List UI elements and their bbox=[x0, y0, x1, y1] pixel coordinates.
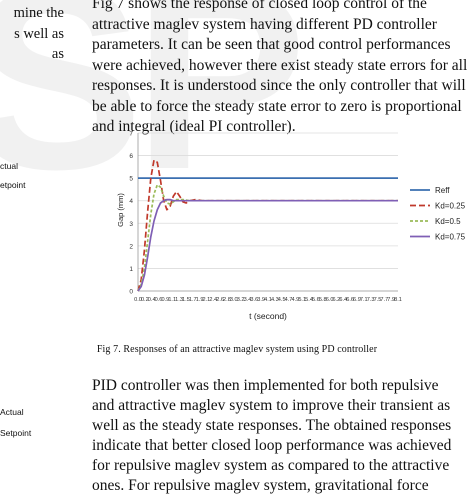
y-tick-label: 1 bbox=[129, 266, 133, 273]
x-tick-label: 2.1 bbox=[203, 297, 211, 303]
paragraph-line: indicate that better closed loop perform… bbox=[92, 437, 452, 454]
series-line-kd-0-75 bbox=[137, 198, 398, 292]
label-actual-top: ctual bbox=[0, 161, 18, 171]
x-tick-label: 6.2 bbox=[333, 297, 341, 303]
paragraph-line: responses. It is understood since the on… bbox=[92, 77, 466, 94]
x-tick-label: 7.3 bbox=[367, 297, 375, 303]
x-tick-label: 0.4 bbox=[148, 297, 156, 303]
x-tick-label: 2.8 bbox=[223, 297, 231, 303]
x-tick-label: 4.7 bbox=[285, 297, 293, 303]
paragraph-line: ones. For repulsive maglev system, gravi… bbox=[92, 477, 429, 494]
x-tick-label: 0.2 bbox=[141, 297, 149, 303]
paragraph-top: Fig 7 shows the response of closed loop … bbox=[92, 0, 474, 138]
left-line: s well as bbox=[14, 25, 64, 42]
x-tick-label: 1.7 bbox=[189, 297, 197, 303]
paragraph-line: for repulsive maglev system as compared … bbox=[92, 457, 450, 474]
y-tick-label: 7 bbox=[129, 131, 133, 138]
y-tick-label: 6 bbox=[129, 153, 133, 160]
x-tick-label: 3.0 bbox=[230, 297, 238, 303]
x-tick-label: 5.4 bbox=[305, 297, 313, 303]
x-tick-label: 8.1 bbox=[394, 297, 402, 303]
x-tick-label: 6.6 bbox=[346, 297, 354, 303]
paragraph-line: well as the steady state responses. The … bbox=[92, 417, 452, 434]
x-tick-label: 7.5 bbox=[374, 297, 382, 303]
label-actual-bottom: Actual bbox=[0, 407, 24, 417]
left-line: as bbox=[51, 46, 64, 62]
x-tick-label: 5.1 bbox=[298, 297, 306, 303]
x-tick-label: 2.6 bbox=[216, 297, 224, 303]
paragraph-bottom: PID controller was then implemented for … bbox=[92, 376, 474, 496]
legend-label: Reff bbox=[435, 186, 450, 195]
paragraph-line: attractive maglev system having differen… bbox=[92, 15, 437, 33]
x-tick-label: 4.1 bbox=[264, 297, 272, 303]
y-axis-label: Gap (mm) bbox=[116, 193, 125, 227]
paragraph-line: be able to force the steady state error … bbox=[92, 97, 462, 115]
x-tick-label: 6.0 bbox=[326, 297, 334, 303]
label-setpoint-top: etpoint bbox=[0, 180, 26, 190]
x-tick-label: 5.8 bbox=[319, 297, 327, 303]
x-tick-label: 0.0 bbox=[134, 297, 142, 303]
x-axis-label: t (second) bbox=[249, 311, 287, 321]
x-tick-label: 4.3 bbox=[271, 297, 279, 303]
legend-label: Kd=0.5 bbox=[435, 217, 461, 226]
paragraph-line: PID controller was then implemented for … bbox=[92, 377, 439, 394]
x-tick-label: 5.6 bbox=[312, 297, 320, 303]
y-tick-label: 5 bbox=[129, 176, 133, 183]
y-tick-label: 3 bbox=[129, 221, 133, 228]
x-tick-label: 1.3 bbox=[175, 297, 183, 303]
legend-label: Kd=0.75 bbox=[435, 233, 466, 242]
x-tick-label: 0.9 bbox=[161, 297, 169, 303]
figure-caption: Fig 7. Responses of an attractive maglev… bbox=[96, 344, 378, 355]
left-column-text: mine the s well as as bbox=[0, 3, 64, 65]
paragraph-line: Fig 7 shows the response of closed loop … bbox=[92, 0, 427, 12]
x-tick-label: 7.1 bbox=[360, 297, 368, 303]
paragraph-line: were achieved, however there exist stead… bbox=[92, 56, 468, 74]
x-tick-label: 1.5 bbox=[182, 297, 190, 303]
x-tick-label: 7.7 bbox=[380, 297, 388, 303]
paragraph-line: and attractive maglev system to improve … bbox=[92, 397, 451, 414]
x-tick-label: 3.6 bbox=[250, 297, 258, 303]
left-line: mine the bbox=[13, 5, 64, 21]
x-tick-label: 7.9 bbox=[387, 297, 395, 303]
x-tick-label: 4.9 bbox=[291, 297, 299, 303]
x-tick-label: 6.9 bbox=[353, 297, 361, 303]
label-setpoint-bottom: Setpoint bbox=[0, 428, 32, 438]
y-tick-label: 2 bbox=[129, 243, 133, 250]
paragraph-line: parameters. It can be seen that good con… bbox=[92, 36, 451, 53]
series-line-kd-0-25 bbox=[137, 159, 398, 292]
paragraph-line: and integral (ideal PI controller). bbox=[92, 118, 296, 135]
x-tick-label: 1.9 bbox=[196, 297, 204, 303]
response-chart: Gap (mm) t (second) 0 1 2 3 4 5 6 7 0.0 0.2 0.4 0.6… bbox=[116, 131, 466, 322]
x-tick-label: 3.4 bbox=[244, 297, 252, 303]
x-tick-label: 0.6 bbox=[155, 297, 163, 303]
x-tick-label: 3.2 bbox=[237, 297, 245, 303]
x-tick-label: 1.1 bbox=[168, 297, 176, 303]
y-tick-label: 0 bbox=[129, 289, 133, 296]
x-tick-label: 4.5 bbox=[278, 297, 286, 303]
legend-label: Kd=0.25 bbox=[435, 202, 466, 211]
x-tick-label: 6.4 bbox=[339, 297, 347, 303]
x-tick-label: 3.9 bbox=[257, 297, 265, 303]
x-tick-label: 2.4 bbox=[209, 297, 217, 303]
y-tick-label: 4 bbox=[129, 198, 133, 205]
